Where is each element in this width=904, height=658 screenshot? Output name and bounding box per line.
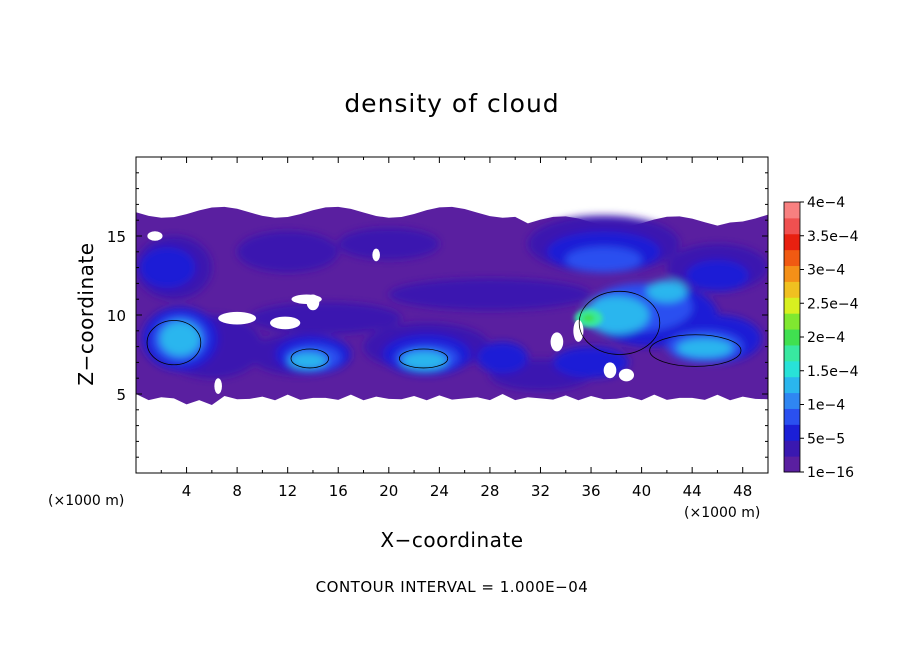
colorbar-swatch: [784, 281, 800, 298]
colorbar-swatch: [784, 424, 800, 441]
clear-air-gap: [372, 248, 380, 262]
colorbar-label: 2.5e−4: [807, 296, 859, 312]
contour-interval-note: CONTOUR INTERVAL = 1.000E−04: [316, 578, 589, 596]
colorbar-swatch: [784, 329, 800, 346]
x-tick-label: 36: [581, 482, 600, 500]
colorbar-swatch: [784, 313, 800, 330]
y-axis-ticks: 5 10 15: [107, 172, 768, 458]
clear-air-gap: [147, 231, 163, 241]
x-tick-label: 44: [683, 482, 702, 500]
density-blob: [237, 231, 339, 273]
x-tick-label: 8: [232, 482, 242, 500]
x-tick-label: 12: [278, 482, 297, 500]
x-axis-ticks: 4 8 12 16 20 24 28 32 36 40 44 48: [160, 157, 752, 500]
colorbar-swatch: [784, 408, 800, 425]
colorbar-swatch: [784, 297, 800, 314]
colorbar-swatch: [784, 265, 800, 282]
colorbar-swatch: [784, 440, 800, 457]
colorbar-swatch: [784, 249, 800, 267]
contour-line: [290, 348, 330, 369]
y-axis-label: Z−coordinate: [74, 242, 98, 385]
clear-air-gap: [550, 332, 564, 352]
clear-air-gap: [269, 316, 301, 330]
x-tick-label: 28: [480, 482, 499, 500]
density-blob: [565, 247, 642, 273]
density-blob: [160, 321, 201, 357]
density-blob: [646, 280, 688, 303]
contour-lines: [146, 290, 742, 369]
x-tick-label: 4: [182, 482, 192, 500]
clear-air-gap: [618, 368, 635, 382]
colorbar-swatch: [784, 360, 800, 378]
chart-title: density of cloud: [344, 89, 559, 118]
density-blob: [685, 259, 750, 292]
density-blob: [401, 351, 447, 371]
density-blob: [139, 247, 196, 289]
x-tick-label: 24: [430, 482, 449, 500]
x-unit-left: (×1000 m): [48, 493, 124, 509]
colorbar-label: 5e−5: [807, 431, 845, 447]
contour-line: [649, 334, 742, 367]
density-blob: [388, 278, 592, 311]
clear-air-gap: [218, 311, 257, 325]
x-tick-label: 20: [379, 482, 398, 500]
density-blob: [249, 302, 402, 334]
colorbar-swatch: [784, 376, 800, 394]
colorbar-label: 1e−4: [807, 398, 845, 414]
colorbar-swatch: [784, 456, 800, 473]
x-axis-label: X−coordinate: [380, 528, 523, 552]
clear-air-gap: [603, 362, 617, 379]
colorbar-swatch: [784, 392, 800, 409]
y-tick-label: 15: [107, 228, 126, 246]
density-blob: [676, 338, 733, 358]
density-blobs: [136, 215, 768, 391]
density-blob: [477, 341, 528, 374]
density-blob: [338, 228, 440, 260]
colorbar-swatch: [784, 202, 800, 219]
density-blob: [288, 352, 327, 369]
x-tick-label: 16: [329, 482, 348, 500]
colorbar-label: 1e−16: [807, 465, 854, 481]
colorbar-label: 3.5e−4: [807, 229, 859, 245]
x-tick-label: 48: [733, 482, 752, 500]
colorbar-label: 1.5e−4: [807, 364, 859, 380]
colorbar: 4e−4 3.5e−4 3e−4 2.5e−4 2e−4 1.5e−4 1e−4 5e−5 1e…: [783, 195, 859, 481]
colorbar-swatch: [784, 217, 800, 235]
density-blob: [583, 296, 650, 334]
density-field: [136, 206, 768, 406]
colorbar-swatch: [784, 233, 800, 251]
y-tick-label: 5: [116, 386, 126, 404]
clear-air-gap: [573, 319, 584, 342]
x-tick-label: 40: [632, 482, 651, 500]
density-peak-center: [582, 314, 595, 323]
contour-line: [146, 320, 202, 366]
x-unit-right: (×1000 m): [684, 505, 760, 521]
density-blob: [553, 346, 629, 379]
colorbar-label: 4e−4: [807, 195, 845, 211]
colorbar-label: 2e−4: [807, 330, 845, 346]
x-tick-label: 32: [531, 482, 550, 500]
contour-line: [578, 290, 661, 355]
clear-air-gap: [214, 378, 222, 394]
contour-line: [398, 348, 449, 369]
colorbar-swatch: [784, 344, 800, 362]
clear-air-gap: [306, 294, 320, 311]
y-tick-label: 10: [107, 307, 126, 325]
colorbar-label: 3e−4: [807, 263, 845, 279]
